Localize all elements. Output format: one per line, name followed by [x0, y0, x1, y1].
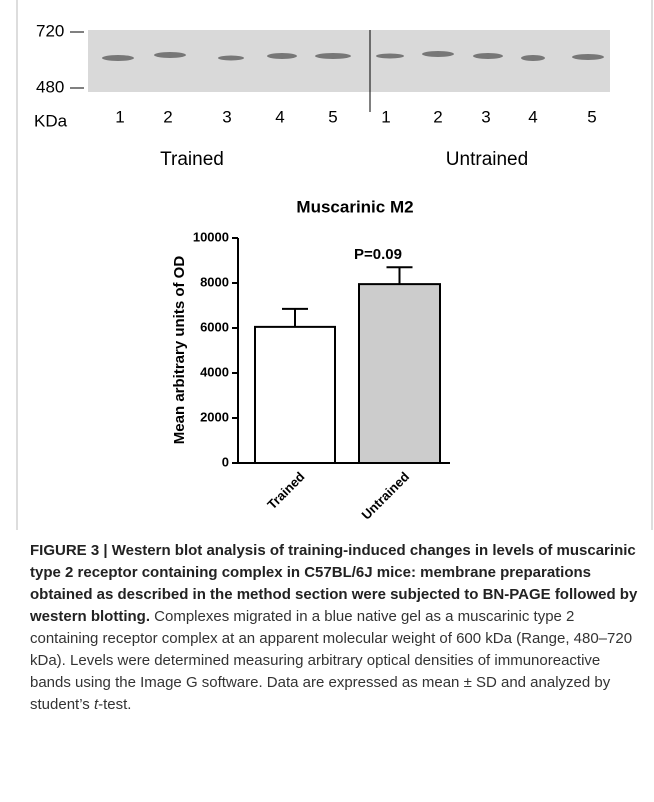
lane-label: 1	[381, 107, 390, 126]
group-label: Trained	[160, 149, 224, 170]
y-tick-label: 10000	[193, 229, 229, 244]
chart-title: Muscarinic M2	[296, 197, 413, 216]
x-tick-label: Untrained	[359, 469, 413, 523]
x-tick-label: Trained	[264, 469, 307, 512]
bar	[255, 327, 335, 463]
lane-label: 4	[275, 107, 284, 126]
lane-label: 3	[481, 107, 490, 126]
lane-label: 4	[528, 107, 537, 126]
y-tick-label: 0	[222, 454, 229, 469]
y-tick-label: 2000	[200, 409, 229, 424]
caption: FIGURE 3 | Western blot analysis of trai…	[30, 540, 642, 716]
lane-label: 2	[163, 107, 172, 126]
lane-label: 5	[328, 107, 337, 126]
lane-label: 3	[222, 107, 231, 126]
bar	[359, 284, 440, 463]
group-label: Untrained	[446, 149, 528, 170]
lane-label: 2	[433, 107, 442, 126]
y-tick-label: 8000	[200, 274, 229, 289]
caption-end: -test.	[98, 696, 131, 713]
lane-label: 1	[115, 107, 124, 126]
figure: 720 480 KDa Trained Untrained Muscarinic…	[0, 0, 654, 802]
unit-label: KDa	[34, 111, 68, 130]
blot-image	[88, 30, 610, 92]
lane-label: 5	[587, 107, 596, 126]
marker-label: 480	[36, 77, 64, 96]
y-axis-label: Mean arbitrary units of OD	[171, 256, 188, 445]
annotation: P=0.09	[354, 246, 402, 263]
y-tick-label: 4000	[200, 364, 229, 379]
figure-art: 720 480 KDa Trained Untrained Muscarinic…	[0, 0, 654, 530]
y-tick-label: 6000	[200, 319, 229, 334]
marker-label: 720	[36, 21, 64, 40]
caption-label: FIGURE 3 |	[30, 542, 108, 559]
